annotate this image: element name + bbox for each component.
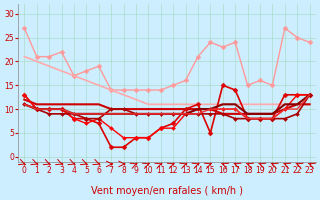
X-axis label: Vent moyen/en rafales ( km/h ): Vent moyen/en rafales ( km/h ) bbox=[91, 186, 243, 196]
